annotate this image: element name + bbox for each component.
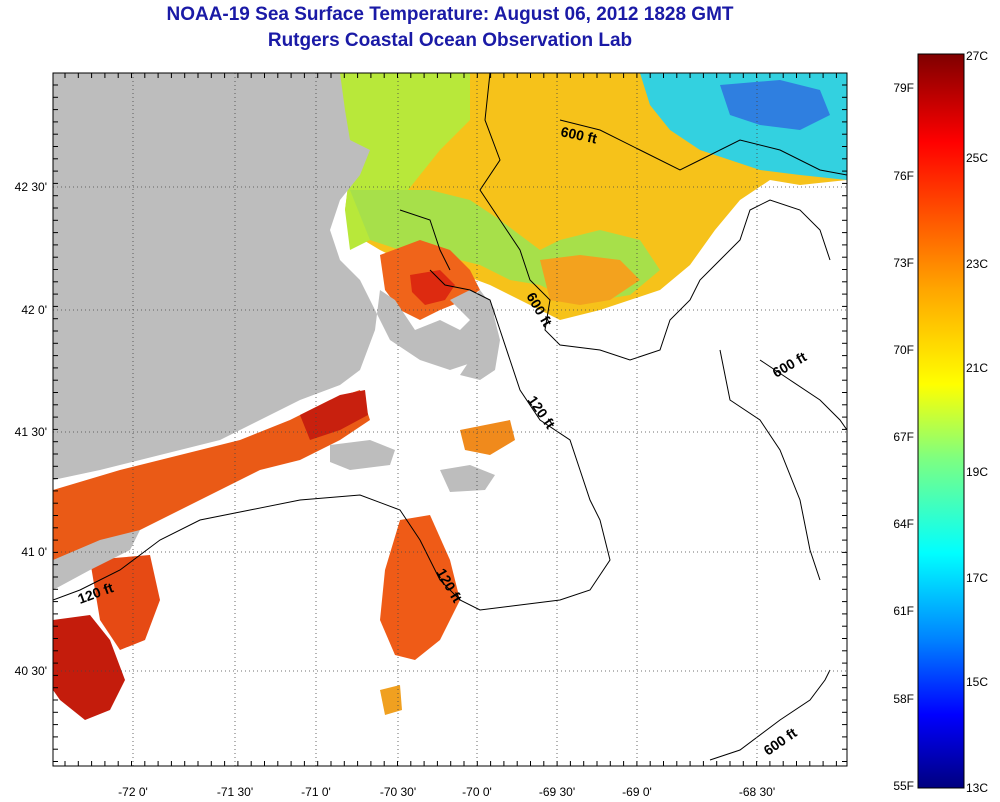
colorbar-label-f: 79F bbox=[893, 81, 914, 95]
land bbox=[53, 73, 500, 590]
latitude-tick-label: 41 0' bbox=[21, 545, 47, 559]
colorbar-label-c: 15C bbox=[966, 675, 988, 689]
land-long-island bbox=[53, 530, 140, 590]
map-title: NOAA-19 Sea Surface Temperature: August … bbox=[166, 4, 734, 25]
contour-label: 600 ft bbox=[559, 123, 598, 146]
sst-region-small-south bbox=[380, 685, 402, 715]
colorbar-label-c: 19C bbox=[966, 465, 988, 479]
latitude-tick-label: 41 30' bbox=[15, 425, 47, 439]
contour-bank bbox=[399, 209, 451, 271]
contour-120ft bbox=[53, 269, 611, 611]
sst-region-south-coast-red bbox=[300, 390, 368, 440]
sst-region-capecod-bay-red bbox=[410, 270, 455, 305]
land-cape-cod bbox=[450, 290, 500, 380]
longitude-tick-label: -69 30' bbox=[539, 785, 575, 799]
latitude-tick-label: 42 0' bbox=[21, 303, 47, 317]
sst-region-offshore-south bbox=[380, 515, 460, 660]
contour-600ft-north bbox=[479, 73, 831, 361]
map-subtitle: Rutgers Coastal Ocean Observation Lab bbox=[267, 30, 633, 51]
contour-600ft-south bbox=[709, 669, 831, 761]
colorbar bbox=[917, 53, 965, 789]
longitude-tick-label: -72 0' bbox=[118, 785, 148, 799]
axis-ticks bbox=[53, 73, 847, 766]
colorbar-label-c: 21C bbox=[966, 361, 988, 375]
latitude-tick-label: 40 30' bbox=[15, 664, 47, 678]
longitude-tick-label: -71 30' bbox=[217, 785, 253, 799]
colorbar-label-c: 13C bbox=[966, 781, 988, 795]
sst-region-nantucket bbox=[460, 420, 515, 455]
sst-region-sw-orange bbox=[90, 555, 160, 650]
sst-field bbox=[53, 73, 847, 720]
colorbar-label-c: 25C bbox=[966, 151, 988, 165]
longitude-tick-label: -70 0' bbox=[462, 785, 492, 799]
plot-frame bbox=[52, 72, 848, 767]
contour-600ft-east bbox=[759, 359, 847, 431]
longitude-tick-label: -71 0' bbox=[301, 785, 331, 799]
graticule bbox=[53, 73, 847, 766]
colorbar-label-f: 76F bbox=[893, 169, 914, 183]
contour-gb bbox=[719, 349, 821, 581]
colorbar-label-c: 23C bbox=[966, 257, 988, 271]
contour-600ft-ne bbox=[559, 119, 847, 176]
latitude-tick-label: 42 30' bbox=[15, 180, 47, 194]
longitude-tick-label: -68 30' bbox=[739, 785, 775, 799]
longitude-labels: -72 0' -71 30' -71 0' -70 30' -70 0' -69 30' -… bbox=[118, 785, 775, 799]
colorbar-label-f: 67F bbox=[893, 430, 914, 444]
sst-region-orange-offshore bbox=[540, 255, 640, 305]
sst-region-sw-red bbox=[53, 615, 125, 720]
land-nantucket bbox=[440, 465, 495, 492]
bathymetry-contours bbox=[53, 73, 847, 761]
colorbar-celsius-labels: 27C 25C 23C 21C 19C 17C 15C 13C bbox=[966, 49, 988, 795]
colorbar-label-f: 73F bbox=[893, 256, 914, 270]
colorbar-label-f: 70F bbox=[893, 343, 914, 357]
sst-region-ne-blue bbox=[720, 80, 830, 130]
colorbar-label-c: 17C bbox=[966, 571, 988, 585]
longitude-tick-label: -69 0' bbox=[622, 785, 652, 799]
colorbar-label-c: 27C bbox=[966, 49, 988, 63]
land-mainland bbox=[53, 73, 495, 480]
colorbar-label-f: 61F bbox=[893, 604, 914, 618]
colorbar-fahrenheit-labels: 79F 76F 73F 70F 67F 64F 61F 58F 55F bbox=[893, 81, 914, 793]
land-marthas-vineyard bbox=[330, 440, 395, 470]
colorbar-label-f: 55F bbox=[893, 779, 914, 793]
longitude-tick-label: -70 30' bbox=[380, 785, 416, 799]
colorbar-label-f: 58F bbox=[893, 692, 914, 706]
colorbar-label-f: 64F bbox=[893, 517, 914, 531]
latitude-labels: 42 30' 42 0' 41 30' 41 0' 40 30' bbox=[15, 180, 47, 678]
